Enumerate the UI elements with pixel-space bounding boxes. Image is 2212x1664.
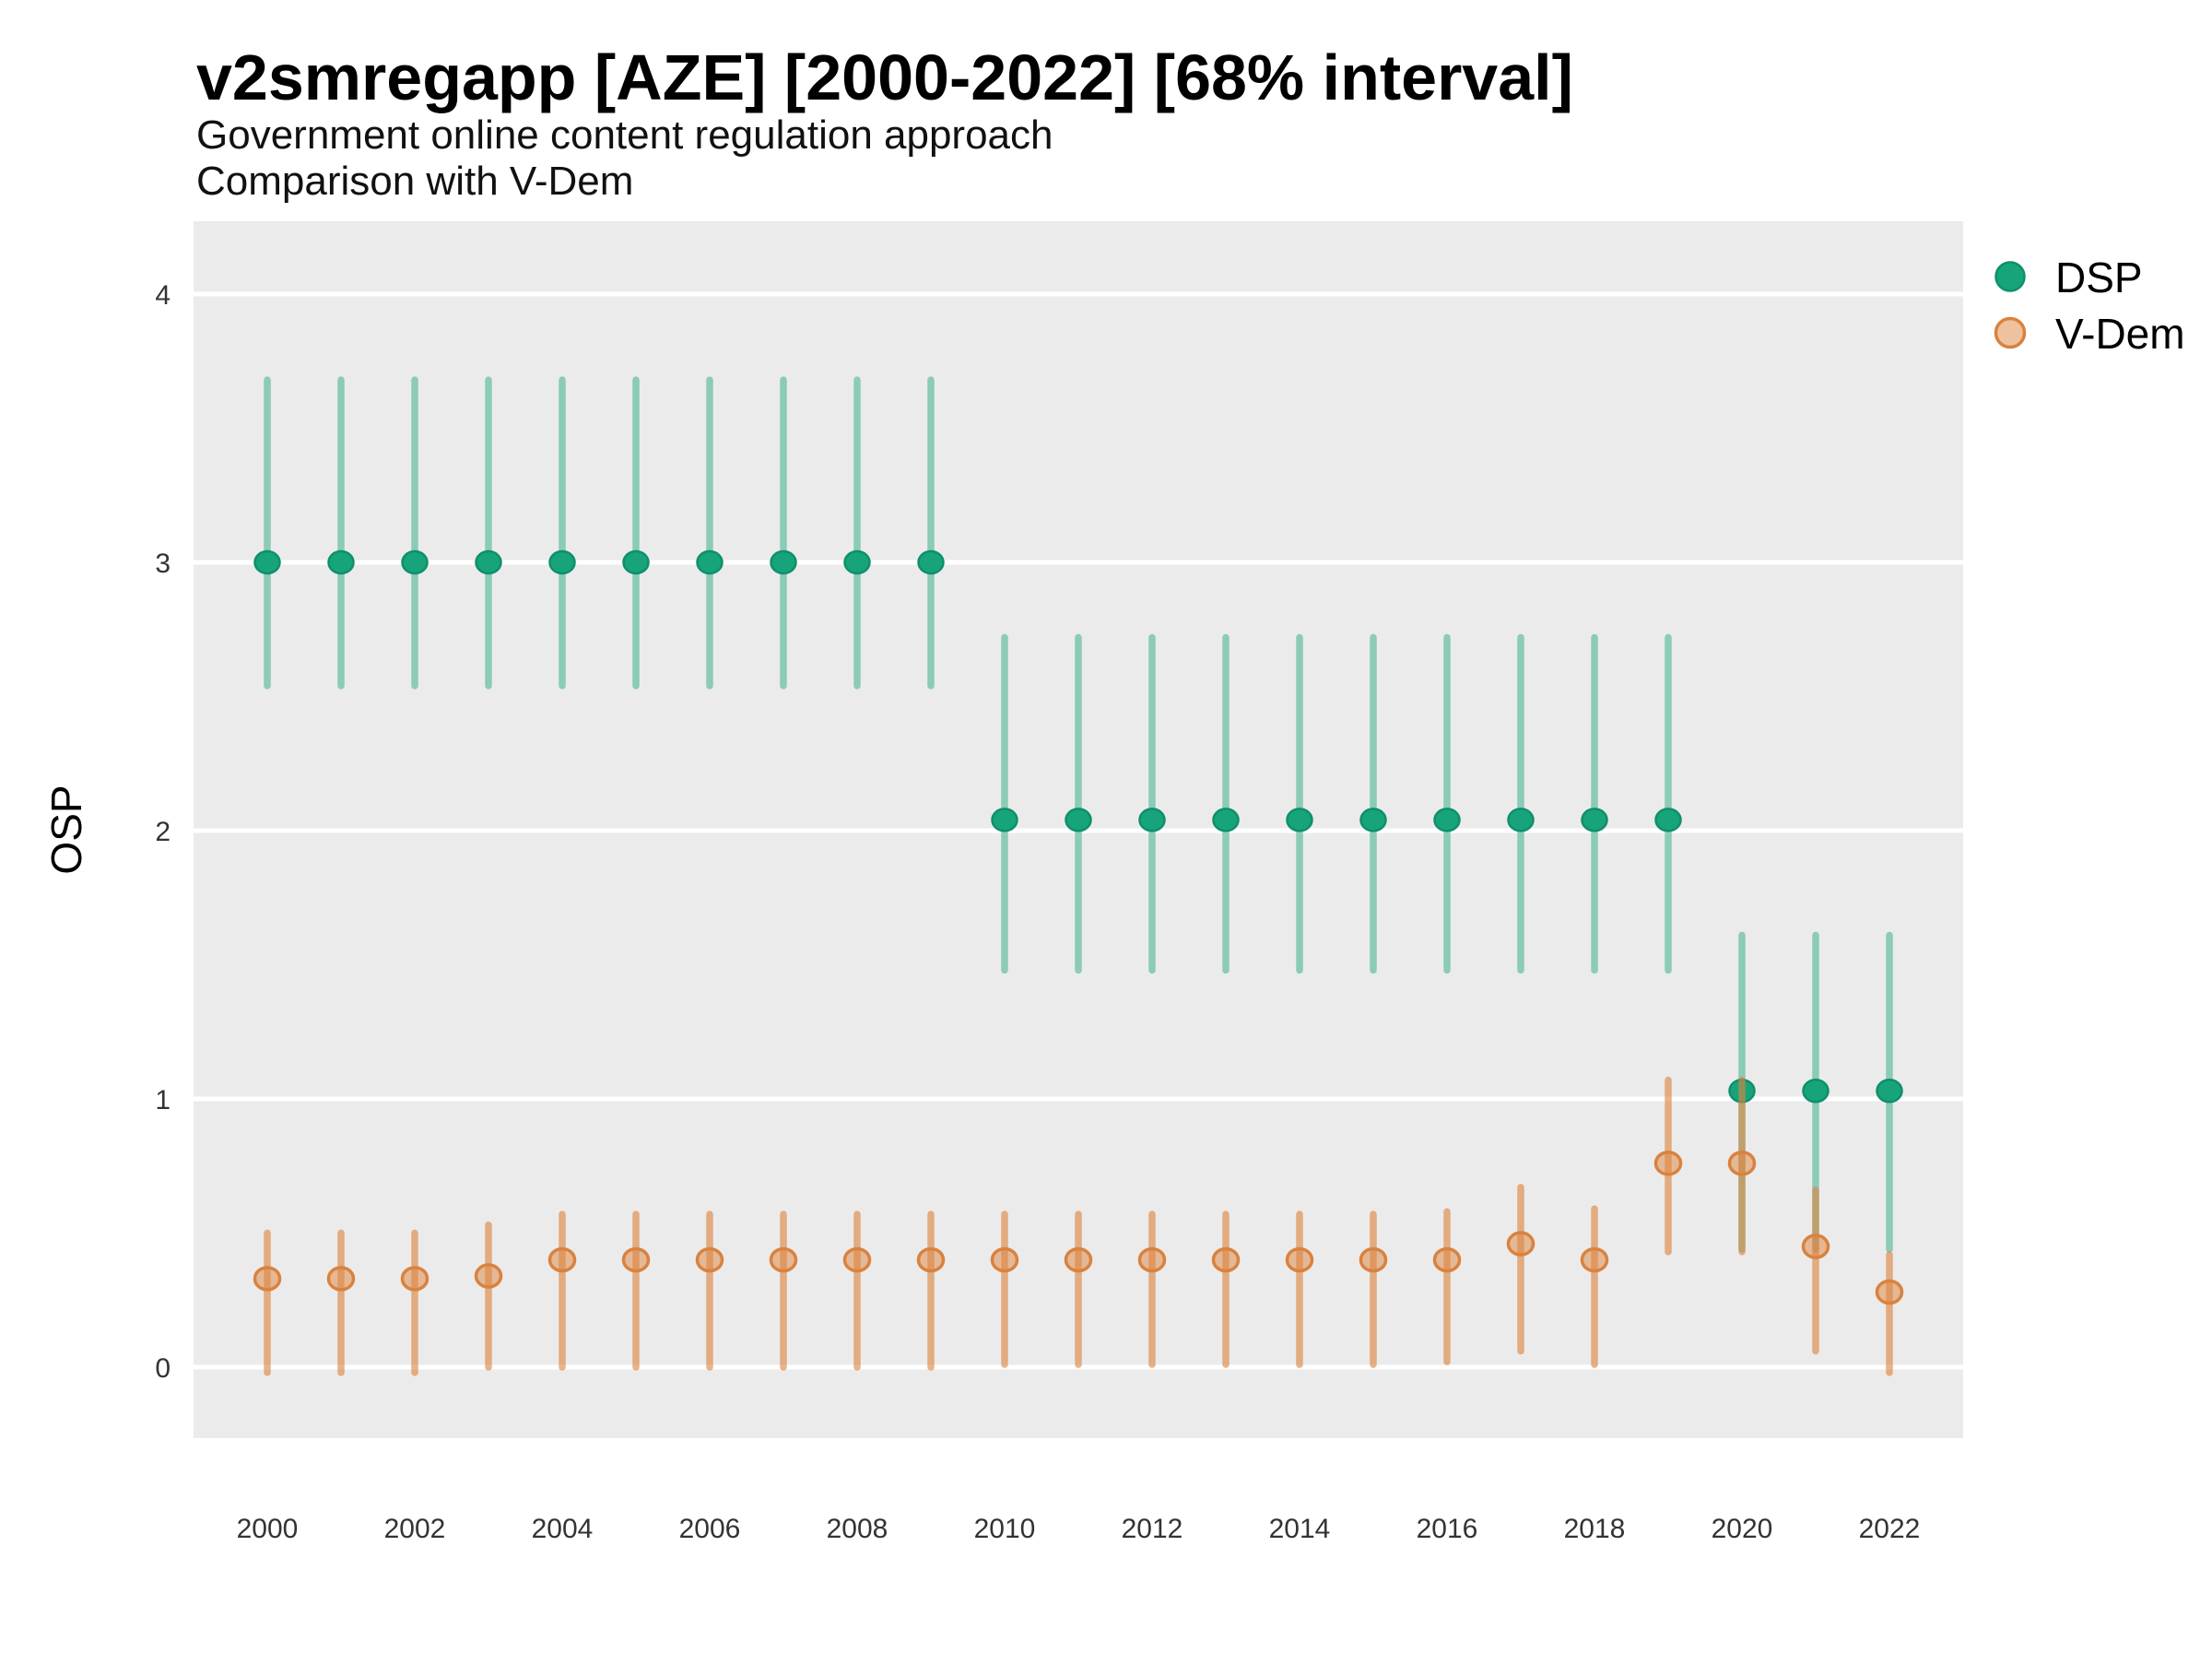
dsp-point-2022 (1876, 1079, 1903, 1103)
vdem-point-2020 (1727, 1151, 1757, 1176)
dsp-point-2006 (696, 549, 724, 575)
vdem-point-2013 (1211, 1246, 1241, 1273)
y-axis-title: OSP (42, 785, 90, 874)
dsp-point-2013 (1212, 808, 1240, 832)
chart-title: v2smregapp [AZE] [2000-2022] [68% interv… (196, 41, 1573, 113)
legend-swatch-dsp-icon (1994, 261, 2026, 292)
y-axis-tick-labels: 0 1 2 3 4 (155, 280, 171, 1384)
legend-label-vdem: V-Dem (2055, 310, 2185, 358)
chart-subtitle-line1: Government online content regulation app… (196, 112, 1053, 158)
vdem-point-2014 (1285, 1246, 1314, 1273)
legend: DSP V-Dem (1994, 254, 2185, 358)
x-tick-label-2002: 2002 (384, 1514, 446, 1544)
dsp-point-2011 (1065, 808, 1092, 832)
vdem-point-2000 (253, 1266, 282, 1292)
vdem-point-2016 (1432, 1246, 1462, 1273)
vdem-point-2008 (842, 1246, 872, 1273)
x-tick-label-2010: 2010 (974, 1514, 1036, 1544)
vdem-point-2006 (695, 1246, 724, 1273)
x-tick-label-2018: 2018 (1564, 1514, 1626, 1544)
dsp-point-2007 (770, 549, 797, 575)
vdem-point-2019 (1653, 1151, 1683, 1176)
x-tick-label-2000: 2000 (237, 1514, 299, 1544)
dsp-point-2008 (843, 549, 871, 575)
vdem-point-2017 (1506, 1231, 1535, 1257)
dsp-point-2001 (327, 549, 355, 575)
vdem-point-2004 (547, 1246, 577, 1273)
x-tick-label-2004: 2004 (532, 1514, 594, 1544)
vdem-point-2021 (1801, 1233, 1830, 1259)
vdem-point-2015 (1359, 1246, 1388, 1273)
vdem-point-2005 (621, 1246, 651, 1273)
x-tick-label-2014: 2014 (1269, 1514, 1331, 1544)
dsp-point-2000 (253, 549, 281, 575)
y-tick-label-3: 3 (155, 549, 171, 579)
x-tick-label-2012: 2012 (1122, 1514, 1183, 1544)
vdem-point-2018 (1580, 1246, 1609, 1273)
vdem-point-2012 (1137, 1246, 1167, 1273)
dsp-point-2021 (1802, 1079, 1830, 1103)
y-tick-label-2: 2 (155, 817, 171, 847)
vdem-point-2002 (400, 1266, 429, 1292)
chart-subtitle-line2: Comparison with V-Dem (196, 159, 633, 204)
vdem-point-2001 (326, 1266, 356, 1292)
dsp-point-2005 (622, 549, 650, 575)
x-axis-tick-labels: 2000 2002 2004 2006 2008 2010 2012 2014 2016 2018… (237, 1514, 1921, 1544)
dsp-point-2018 (1581, 808, 1608, 832)
vdem-point-2022 (1875, 1279, 1904, 1305)
x-tick-label-2022: 2022 (1859, 1514, 1921, 1544)
data-marks (253, 376, 1904, 1376)
dsp-point-2014 (1286, 808, 1313, 832)
vdem-point-2011 (1064, 1246, 1093, 1273)
vdem-point-2010 (990, 1246, 1019, 1273)
legend-swatch-vdem-icon (1994, 316, 2027, 349)
dsp-point-2017 (1507, 808, 1535, 832)
legend-label-dsp: DSP (2055, 254, 2143, 301)
x-tick-label-2016: 2016 (1417, 1514, 1478, 1544)
dsp-point-2002 (401, 549, 429, 575)
dsp-point-2016 (1433, 808, 1461, 832)
dsp-point-2010 (991, 808, 1018, 832)
dsp-point-2012 (1138, 808, 1166, 832)
x-tick-label-2008: 2008 (827, 1514, 888, 1544)
dsp-point-2019 (1654, 808, 1682, 832)
vdem-point-2009 (916, 1246, 946, 1273)
dsp-point-2015 (1359, 808, 1387, 832)
vdem-point-2003 (474, 1263, 503, 1289)
dsp-point-2003 (475, 549, 502, 575)
dsp-point-2009 (917, 549, 945, 575)
y-tick-label-4: 4 (155, 280, 171, 311)
x-tick-label-2020: 2020 (1712, 1514, 1773, 1544)
x-tick-label-2006: 2006 (679, 1514, 741, 1544)
dsp-point-2004 (548, 549, 576, 575)
y-tick-label-0: 0 (155, 1353, 171, 1384)
vdem-point-2007 (769, 1246, 798, 1273)
y-tick-label-1: 1 (155, 1085, 171, 1115)
